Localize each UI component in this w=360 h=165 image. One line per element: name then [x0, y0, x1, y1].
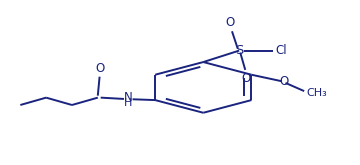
- Text: CH₃: CH₃: [306, 88, 327, 98]
- Text: S: S: [235, 44, 243, 57]
- Text: H: H: [124, 98, 132, 108]
- Text: Cl: Cl: [275, 44, 287, 57]
- Text: O: O: [95, 62, 104, 75]
- Text: N: N: [124, 91, 132, 104]
- Text: O: O: [279, 75, 288, 88]
- Text: O: O: [226, 16, 235, 29]
- Text: O: O: [242, 72, 251, 85]
